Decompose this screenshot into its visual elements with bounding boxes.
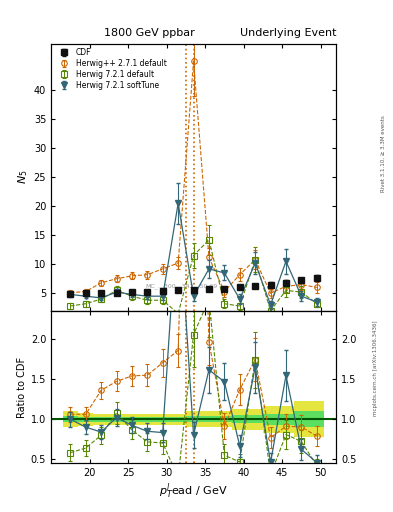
Bar xyxy=(201,411,217,427)
Bar xyxy=(263,414,278,425)
Bar xyxy=(94,417,109,421)
Bar xyxy=(171,414,186,425)
Bar xyxy=(309,411,325,427)
Bar xyxy=(248,415,263,423)
Bar xyxy=(232,415,248,423)
Bar xyxy=(109,414,124,425)
Text: 1800 GeV ppbar: 1800 GeV ppbar xyxy=(104,28,195,38)
Bar xyxy=(201,416,217,422)
Bar xyxy=(171,417,186,421)
Bar xyxy=(309,401,325,437)
Bar xyxy=(140,417,155,421)
Bar xyxy=(109,417,124,421)
Bar xyxy=(186,416,201,422)
Bar xyxy=(248,409,263,430)
Bar xyxy=(94,414,109,425)
Bar xyxy=(62,411,78,427)
Bar xyxy=(140,414,155,425)
Bar xyxy=(186,411,201,427)
Bar xyxy=(78,413,94,425)
X-axis label: $p_T^{l}$ead / GeV: $p_T^{l}$ead / GeV xyxy=(159,481,228,501)
Bar xyxy=(217,411,232,427)
Bar xyxy=(263,406,278,433)
Bar xyxy=(155,414,171,425)
Bar xyxy=(62,416,78,422)
Text: Rivet 3.1.10, ≥ 3.3M events: Rivet 3.1.10, ≥ 3.3M events xyxy=(381,115,386,192)
Legend: CDF, Herwig++ 2.7.1 default, Herwig 7.2.1 default, Herwig 7.2.1 softTune: CDF, Herwig++ 2.7.1 default, Herwig 7.2.… xyxy=(54,47,168,91)
Y-axis label: $N_5$: $N_5$ xyxy=(16,170,29,184)
Bar xyxy=(232,409,248,430)
Bar xyxy=(278,414,294,425)
Bar xyxy=(294,401,309,437)
Bar xyxy=(278,406,294,433)
Text: Underlying Event: Underlying Event xyxy=(239,28,336,38)
Y-axis label: Ratio to CDF: Ratio to CDF xyxy=(17,356,27,418)
Text: mcplots.cern.ch [arXiv:1306.3436]: mcplots.cern.ch [arXiv:1306.3436] xyxy=(373,321,378,416)
Bar xyxy=(124,414,140,425)
Bar xyxy=(155,417,171,421)
Bar xyxy=(217,416,232,422)
Bar xyxy=(124,417,140,421)
Text: MC_...300...342...50.69: MC_...300...342...50.69 xyxy=(145,284,217,289)
Bar xyxy=(294,411,309,427)
Bar xyxy=(78,417,94,421)
